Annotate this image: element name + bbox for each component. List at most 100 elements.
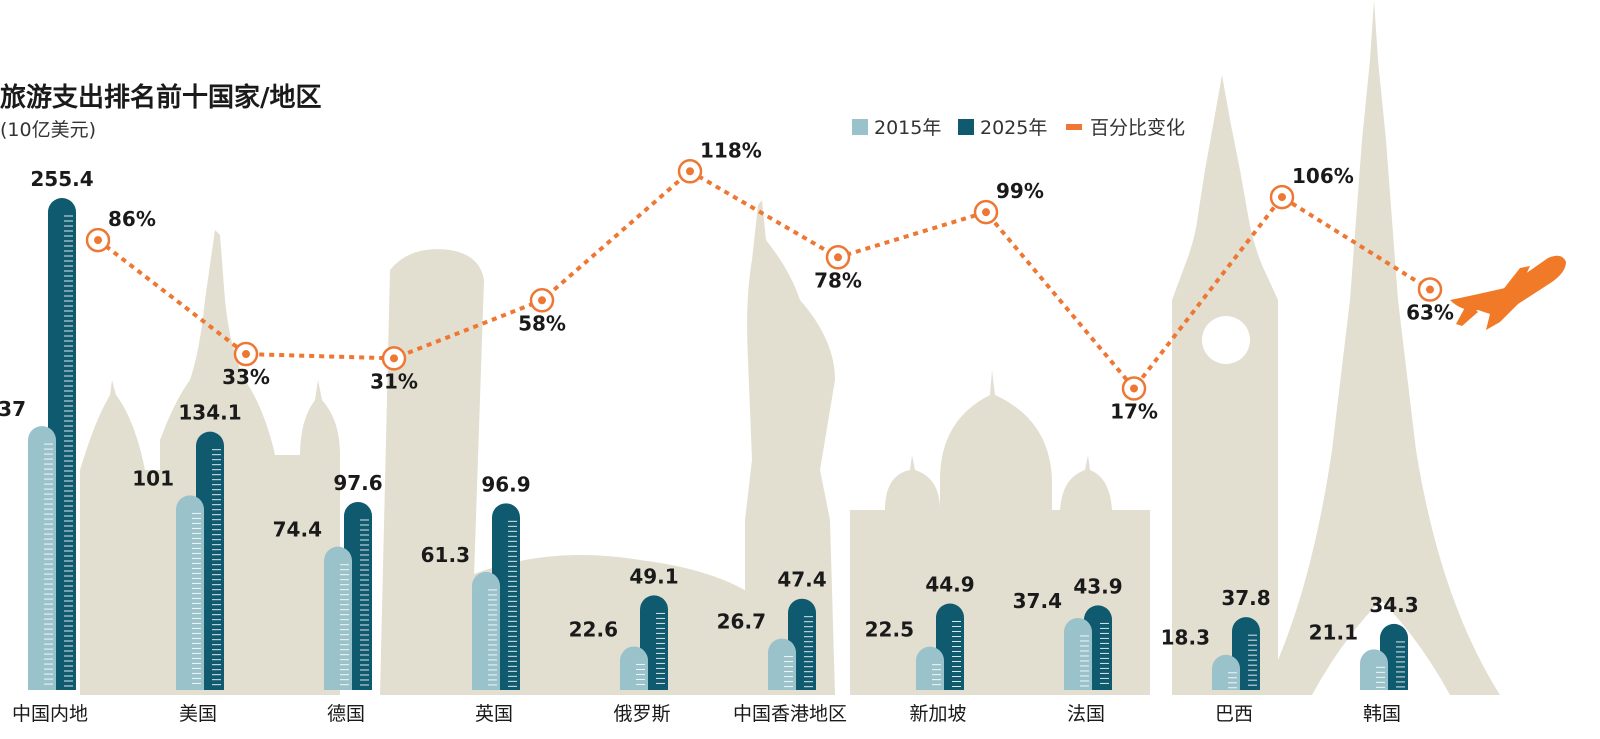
value-label-2015-1: 101	[132, 466, 174, 490]
category-label-6: 新加坡	[909, 703, 966, 725]
percent-marker-dot-1	[242, 350, 250, 359]
value-label-2015-5: 26.7	[717, 610, 766, 634]
value-label-2015-2: 74.4	[273, 518, 322, 542]
percent-label-7: 17%	[1110, 399, 1158, 423]
percent-label-8: 106%	[1292, 164, 1354, 188]
eiffel-tower-silhouette	[1262, 0, 1500, 695]
clock-face-icon	[1202, 316, 1250, 364]
percent-label-5: 78%	[814, 268, 862, 292]
value-label-2025-9: 34.3	[1369, 593, 1418, 617]
percent-line-layer	[85, 159, 1443, 401]
labels-layer: 137 255.4 中国内地 101 134.1 美国 74.4 97.6 德国 61.3 96.9…	[0, 138, 1454, 725]
value-label-2025-6: 44.9	[925, 573, 974, 597]
legend: 2015年 2025年 百分比变化	[852, 117, 1185, 139]
domed-palace-silhouette	[850, 370, 1150, 695]
legend-swatch-2015	[852, 119, 868, 135]
category-label-1: 美国	[179, 703, 217, 725]
value-label-2015-7: 37.4	[1013, 589, 1062, 613]
bar-2015-8-ticks	[1228, 672, 1237, 689]
category-label-7: 法国	[1067, 703, 1105, 725]
percent-change-line	[96, 168, 1432, 392]
percent-marker-dot-2	[390, 354, 398, 363]
value-label-2025-0: 255.4	[30, 167, 93, 191]
percent-label-6: 99%	[996, 179, 1044, 203]
bar-2015-0-ticks	[44, 443, 53, 685]
bar-2015-7	[1064, 617, 1092, 690]
legend-swatch-percent	[1066, 124, 1082, 130]
value-label-2015-9: 21.1	[1309, 620, 1358, 644]
value-label-2025-3: 96.9	[481, 472, 530, 496]
percent-marker-dot-4	[686, 167, 694, 176]
bar-2015-0	[28, 426, 56, 690]
category-label-4: 俄罗斯	[613, 703, 670, 725]
legend-swatch-2025	[958, 119, 974, 135]
value-label-2025-1: 134.1	[178, 401, 241, 425]
percent-label-1: 33%	[222, 365, 270, 389]
bar-2025-4-ticks	[656, 612, 665, 684]
category-label-5: 中国香港地区	[733, 703, 847, 725]
value-label-2015-0: 137	[0, 397, 26, 421]
bar-2015-1	[176, 495, 204, 690]
bar-2015-9	[1360, 649, 1388, 690]
bar-2025-3-ticks	[508, 520, 517, 687]
category-label-3: 英国	[475, 703, 513, 725]
category-label-0: 中国内地	[12, 703, 88, 725]
airplane-icon	[1450, 255, 1566, 330]
bar-2015-9-ticks	[1376, 666, 1385, 688]
bar-2015-4	[620, 646, 648, 690]
bar-2015-7-ticks	[1080, 635, 1089, 687]
value-label-2015-4: 22.6	[569, 617, 618, 641]
category-label-9: 韩国	[1363, 703, 1401, 725]
percent-marker-dot-7	[1130, 384, 1138, 393]
legend-label-2025: 2025年	[980, 117, 1047, 139]
bar-2015-2-ticks	[340, 564, 349, 686]
category-label-8: 巴西	[1215, 703, 1253, 725]
bar-2015-8	[1212, 654, 1241, 690]
percent-label-9: 63%	[1406, 301, 1454, 325]
bar-2025-5-ticks	[804, 616, 813, 688]
statue-silhouette	[745, 200, 835, 695]
bar-2025-0-ticks	[64, 215, 73, 687]
bar-2025-2-ticks	[360, 519, 369, 686]
percent-label-3: 58%	[518, 311, 566, 335]
value-label-2015-6: 22.5	[865, 618, 914, 642]
value-label-2025-4: 49.1	[629, 564, 678, 588]
chart-subtitle: (10亿美元)	[0, 119, 96, 141]
value-label-2025-2: 97.6	[333, 471, 382, 495]
percent-marker-dot-5	[834, 253, 842, 262]
legend-label-2015: 2015年	[874, 117, 941, 139]
bar-2015-2	[324, 546, 352, 690]
bar-2025-7-ticks	[1100, 622, 1109, 684]
value-label-2025-8: 37.8	[1221, 586, 1270, 610]
percent-label-2: 31%	[370, 369, 418, 393]
percent-marker-dot-9	[1426, 285, 1434, 294]
value-label-2015-8: 18.3	[1161, 626, 1210, 650]
value-label-2025-7: 43.9	[1073, 574, 1122, 598]
percent-marker-dot-8	[1278, 193, 1286, 202]
value-label-2025-5: 47.4	[777, 568, 826, 592]
bar-2025-6-ticks	[952, 621, 961, 688]
clock-tower-silhouette	[1172, 75, 1278, 695]
chart-title: 旅游支出排名前十国家/地区	[0, 82, 322, 113]
percent-label-0: 86%	[108, 207, 156, 231]
percent-marker-dot-3	[538, 296, 546, 305]
bar-2015-5	[768, 638, 796, 690]
percent-label-4: 118%	[700, 138, 762, 162]
bar-2025-9-ticks	[1396, 641, 1405, 688]
bar-2015-1-ticks	[192, 512, 201, 684]
bars-layer	[28, 198, 1409, 690]
bar-2015-5-ticks	[784, 656, 793, 688]
bar-2015-3-ticks	[488, 589, 497, 686]
percent-marker-dot-6	[982, 208, 990, 217]
bar-2025-1-ticks	[212, 449, 221, 686]
category-label-2: 德国	[327, 703, 365, 725]
percent-marker-dot-0	[94, 236, 102, 245]
bar-2025-8-ticks	[1248, 634, 1257, 686]
value-label-2015-3: 61.3	[421, 543, 470, 567]
legend-label-percent: 百分比变化	[1090, 117, 1185, 139]
bar-2015-6	[916, 646, 944, 690]
landmark-silhouettes-icon	[80, 0, 1500, 695]
bar-2015-6-ticks	[932, 664, 941, 686]
bar-2015-4-ticks	[636, 663, 645, 685]
